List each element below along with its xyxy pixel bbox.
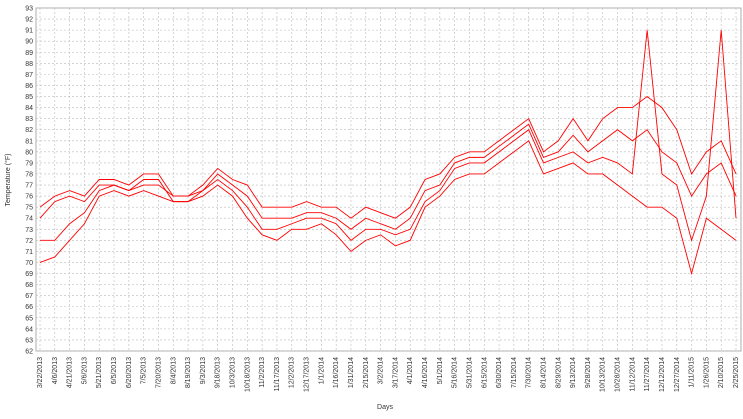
x-tick-label: 1/31/2014 [348,357,355,388]
x-tick-label: 12/12/2014 [659,357,666,392]
x-tick-label: 10/28/2014 [615,357,622,392]
x-tick-label: 11/17/2013 [274,357,281,392]
y-tick-label: 74 [25,216,33,223]
x-tick-label: 6/20/2013 [126,357,133,388]
x-tick-label: 2/15/2014 [363,357,370,388]
x-tick-label: 10/18/2013 [244,357,251,392]
x-tick-label: 11/2/2013 [259,357,266,388]
y-tick-label: 93 [25,6,33,13]
x-tick-label: 8/29/2014 [555,357,562,388]
x-tick-label: 11/12/2014 [629,357,636,392]
x-tick-label: 8/4/2013 [170,357,177,384]
y-tick-label: 63 [25,337,33,344]
y-tick-label: 84 [25,105,33,112]
x-tick-label: 9/18/2013 [215,357,222,388]
x-tick-label: 10/3/2013 [230,357,237,388]
series-line [40,30,737,242]
x-tick-label: 7/5/2013 [141,357,148,384]
y-tick-label: 92 [25,17,33,24]
y-tick-label: 83 [25,116,33,123]
x-tick-label: 2/25/2015 [733,357,740,388]
y-tick-label: 89 [25,50,33,57]
y-tick-label: 80 [25,149,33,156]
x-tick-label: 12/2/2013 [289,357,296,388]
plot-area [35,7,742,352]
y-tick-label: 72 [25,238,33,245]
x-tick-label: 4/6/2013 [52,357,59,384]
x-tick-label: 5/31/2014 [466,357,473,388]
x-tick-label: 4/1/2014 [407,357,414,384]
y-tick-label: 91 [25,28,33,35]
x-tick-label: 1/26/2015 [703,357,710,388]
series-line [39,123,737,230]
y-tick-label: 86 [25,83,33,90]
y-tick-label: 90 [25,39,33,46]
x-tick-label: 3/22/2013 [37,357,44,388]
x-tick-label: 4/16/2014 [422,357,429,388]
y-tick-label: 76 [25,194,33,201]
x-tick-label: 8/14/2014 [540,357,547,388]
x-tick-label: 1/11/2015 [689,357,696,388]
x-tick-label: 7/30/2014 [526,357,533,388]
x-tick-label: 3/17/2014 [392,357,399,388]
x-tick-label: 1/1/2014 [318,357,325,384]
x-tick-label: 6/5/2013 [111,357,118,384]
y-tick-label: 78 [25,171,33,178]
y-tick-label: 69 [25,271,33,278]
series-line [39,140,737,276]
y-tick-label: 71 [25,249,33,256]
x-tick-label: 12/27/2014 [674,357,681,392]
y-tick-label: 82 [25,127,33,134]
x-tick-label: 1/16/2014 [333,357,340,388]
y-tick-label: 70 [25,260,33,267]
y-tick-label: 79 [25,160,33,167]
y-tick-label: 85 [25,94,33,101]
y-axis-label: Temperature (°F) [4,154,12,207]
x-axis-label: Days [377,404,393,411]
y-tick-label: 87 [25,72,33,79]
x-tick-label: 8/19/2013 [185,357,192,388]
y-tick-label: 68 [25,282,33,289]
y-tick-label: 75 [25,205,33,212]
x-tick-label: 7/15/2014 [511,357,518,388]
y-tick-label: 88 [25,61,33,68]
y-tick-label: 64 [25,326,33,333]
x-tick-label: 6/15/2014 [481,357,488,388]
x-tick-label: 12/17/2013 [304,357,311,392]
y-tick-label: 65 [25,315,33,322]
y-tick-label: 66 [25,304,33,311]
x-tick-label: 5/6/2013 [81,357,88,384]
y-tick-label: 81 [25,138,33,145]
x-tick-label: 7/20/2013 [155,357,162,388]
x-tick-label: 6/30/2014 [496,357,503,388]
x-tick-label: 5/1/2014 [437,357,444,384]
y-tick-label: 67 [25,293,33,300]
series-line [39,95,737,219]
x-tick-label: 9/13/2014 [570,357,577,388]
x-tick-label: 5/21/2013 [96,357,103,388]
x-tick-label: 10/13/2014 [600,357,607,392]
y-tick-label: 77 [25,183,33,190]
x-tick-label: 4/21/2013 [67,357,74,388]
x-tick-label: 5/16/2014 [452,357,459,388]
x-tick-label: 9/28/2014 [585,357,592,388]
x-tick-label: 2/10/2015 [718,357,725,388]
y-tick-label: 62 [25,349,33,356]
x-tick-label: 11/27/2014 [644,357,651,392]
x-tick-label: 9/3/2013 [200,357,207,384]
x-tick-label: 3/2/2014 [378,357,385,384]
y-tick-label: 73 [25,227,33,234]
